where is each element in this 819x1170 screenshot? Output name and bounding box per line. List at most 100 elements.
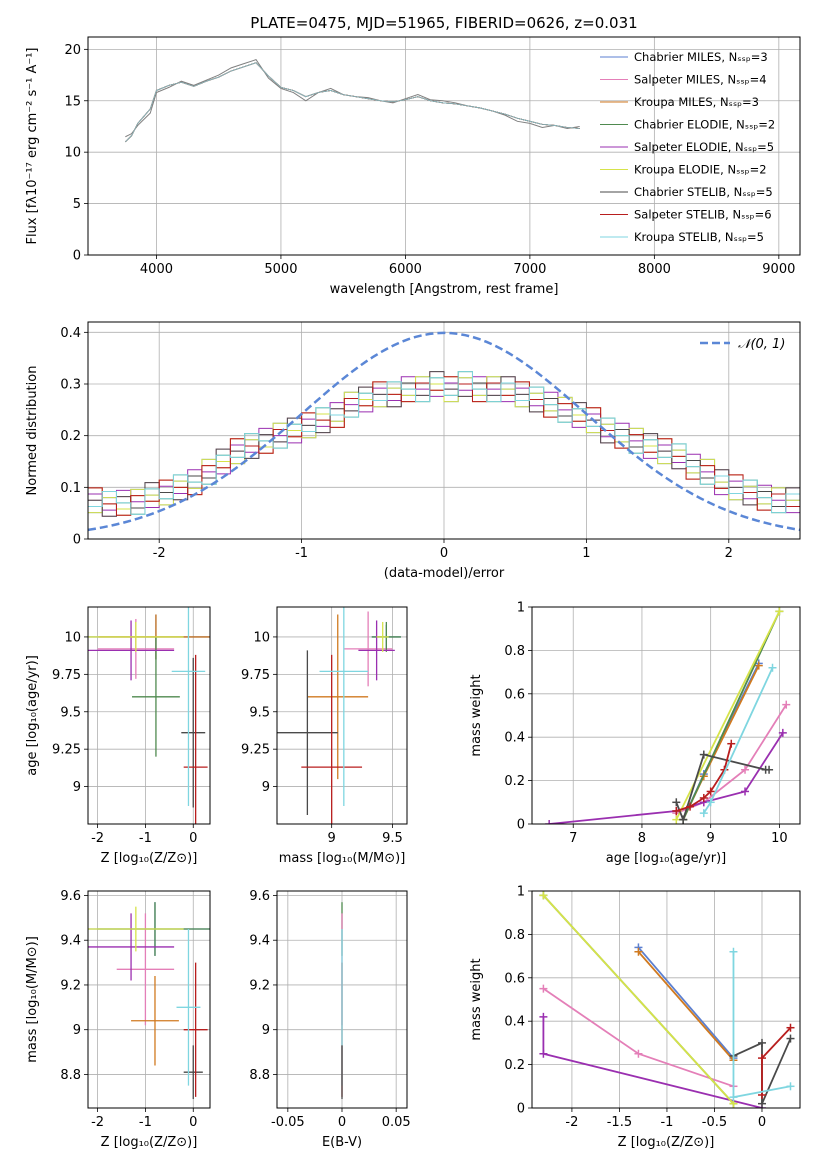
- x-tick-label: 5000: [264, 262, 297, 277]
- y-tick-label: 0.1: [60, 481, 81, 496]
- x-tick-label: -1: [139, 831, 152, 846]
- axes-frame: [531, 606, 801, 825]
- plot-area: [88, 902, 210, 1100]
- plot-area: [539, 891, 795, 1108]
- y-axis-label: mass weight: [469, 674, 484, 756]
- x-tick-label: 0: [189, 1115, 197, 1130]
- y-tick-label: 9.4: [60, 934, 81, 949]
- y-tick-label: 1: [517, 885, 525, 900]
- y-axis-label: Normed distribution: [25, 366, 40, 496]
- y-tick-label: 9: [73, 1023, 81, 1038]
- normal-reference-curve: [88, 331, 800, 532]
- x-tick-label: -0.5: [702, 1115, 727, 1130]
- legend-entry: Salpeter MILES, Nₛₛₚ=4: [634, 73, 767, 87]
- plot-area: [277, 607, 401, 824]
- y-tick-label: 8.8: [60, 1068, 81, 1083]
- axes-frame: [531, 890, 801, 1109]
- y-tick-label: 0.2: [60, 429, 81, 444]
- observed-spectrum-line: [125, 59, 580, 138]
- legend-entry: Kroupa STELIB, Nₛₛₚ=5: [634, 230, 764, 244]
- y-tick-label: 9.25: [52, 743, 81, 758]
- model-line-3: [125, 62, 580, 143]
- x-tick-label: 8: [638, 831, 646, 846]
- chart-mass-weight-vs-age: 7 8 9 10 0 0.2 0.4 0.6 0.8 1 age [log₁₀(age/yr)] ma…: [469, 601, 801, 866]
- x-axis-label: E(B-V): [322, 1135, 362, 1150]
- y-axis-label: mass weight: [469, 958, 484, 1040]
- chart-mass-vs-Z: -2 -1 0 8.8 9 9.2 9.4 9.6 Z [log₁₀(Z/Z⊙)] mass [l…: [25, 889, 211, 1150]
- y-tick-label: 0: [517, 1102, 525, 1117]
- legend-entry: Kroupa ELODIE, Nₛₛₚ=2: [634, 163, 767, 177]
- weight-line-5: [542, 894, 735, 1105]
- y-tick-label: 9.5: [60, 705, 81, 720]
- x-tick-label: 6000: [389, 262, 422, 277]
- x-tick-label: -2: [565, 1115, 578, 1130]
- y-tick-label: 9: [262, 780, 270, 795]
- plot-area: [545, 607, 791, 824]
- x-tick-label: 9: [328, 831, 336, 846]
- y-tick-label: 9.2: [60, 978, 81, 993]
- y-tick-label: 9.75: [52, 668, 81, 683]
- chart-mass-weight-vs-Z: -2 -1.5 -1 -0.5 0 0 0.2 0.4 0.6 0.8 1 Z [log₁₀(Z/Z⊙…: [469, 885, 801, 1150]
- chart-mass-vs-ebv: -0.05 0 0.05 8.8 9 9.2 9.4 9.6 E(B-V): [249, 889, 410, 1150]
- x-tick-label: 4000: [140, 262, 173, 277]
- model-line-7: [125, 62, 580, 143]
- y-tick-label: 9.4: [249, 934, 270, 949]
- model-line-0: [125, 62, 580, 143]
- y-tick-label: 0.2: [504, 774, 525, 789]
- weight-line-0: [637, 946, 735, 1059]
- chart-age-vs-mass: 9 9.5 9 9.25 9.5 9.75 10 mass [log₁₀(M/M⊙)]: [241, 606, 408, 866]
- model-line-4: [125, 62, 580, 143]
- y-tick-label: 0: [517, 818, 525, 833]
- x-tick-label: 0: [338, 1115, 346, 1130]
- y-tick-label: 0.6: [504, 971, 525, 986]
- y-tick-label: 0.4: [504, 731, 525, 746]
- y-tick-label: 10: [253, 630, 270, 645]
- y-tick-label: 9.6: [60, 889, 81, 904]
- x-tick-label: 9000: [762, 262, 795, 277]
- legend-entry: Chabrier MILES, Nₛₛₚ=3: [634, 50, 768, 64]
- axes-frame: [87, 321, 801, 540]
- x-tick-label: 10: [771, 831, 788, 846]
- x-tick-label: 0: [189, 831, 197, 846]
- plot-area: [125, 59, 580, 143]
- x-axis-label: Z [log₁₀(Z/Z⊙)]: [618, 1135, 715, 1150]
- y-tick-label: 10: [64, 146, 81, 161]
- y-tick-label: 9.75: [241, 668, 270, 683]
- legend-entry: Kroupa MILES, Nₛₛₚ=3: [634, 95, 759, 109]
- x-tick-label: -2: [153, 546, 166, 561]
- x-tick-label: 9: [707, 831, 715, 846]
- x-tick-label: 0.05: [382, 1115, 411, 1130]
- x-tick-label: 0: [440, 546, 448, 561]
- y-tick-label: 20: [64, 43, 81, 58]
- y-tick-label: 0.4: [60, 326, 81, 341]
- x-axis-label: (data-model)/error: [384, 566, 505, 581]
- y-tick-label: 0.4: [504, 1015, 525, 1030]
- y-tick-label: 9.6: [249, 889, 270, 904]
- plot-area: [88, 331, 800, 532]
- y-tick-label: 10: [64, 630, 81, 645]
- weight-line-4: [542, 1016, 763, 1108]
- y-tick-label: 0.2: [504, 1058, 525, 1073]
- y-axis-label: age [log₁₀(age/yr)]: [25, 655, 40, 776]
- histogram-step-8: [88, 371, 800, 515]
- y-tick-label: 8.8: [249, 1068, 270, 1083]
- axes-frame: [276, 890, 408, 1109]
- chart-age-vs-Z: -2 -1 0 9 9.25 9.5 9.75 10 Z [log₁₀(Z/Z⊙)] age [l…: [25, 606, 211, 866]
- axes-frame: [276, 606, 408, 825]
- y-axis-label: mass [log₁₀(M/M⊙)]: [25, 936, 40, 1063]
- x-tick-label: 9.5: [382, 831, 403, 846]
- weight-line-2: [637, 951, 735, 1061]
- x-tick-label: 2: [725, 546, 733, 561]
- axes-frame: [87, 890, 211, 1109]
- y-tick-label: 9.5: [249, 705, 270, 720]
- y-tick-label: 0.6: [504, 687, 525, 702]
- y-tick-label: 9: [73, 780, 81, 795]
- x-axis-label: wavelength [Angstrom, rest frame]: [330, 282, 559, 297]
- x-tick-label: -2: [91, 1115, 104, 1130]
- plot-area: [88, 607, 210, 824]
- legend-entry: Chabrier ELODIE, Nₛₛₚ=2: [634, 118, 775, 132]
- x-axis-label: Z [log₁₀(Z/Z⊙)]: [101, 1135, 198, 1150]
- y-tick-label: 5: [73, 197, 81, 212]
- weight-line-3: [682, 610, 781, 821]
